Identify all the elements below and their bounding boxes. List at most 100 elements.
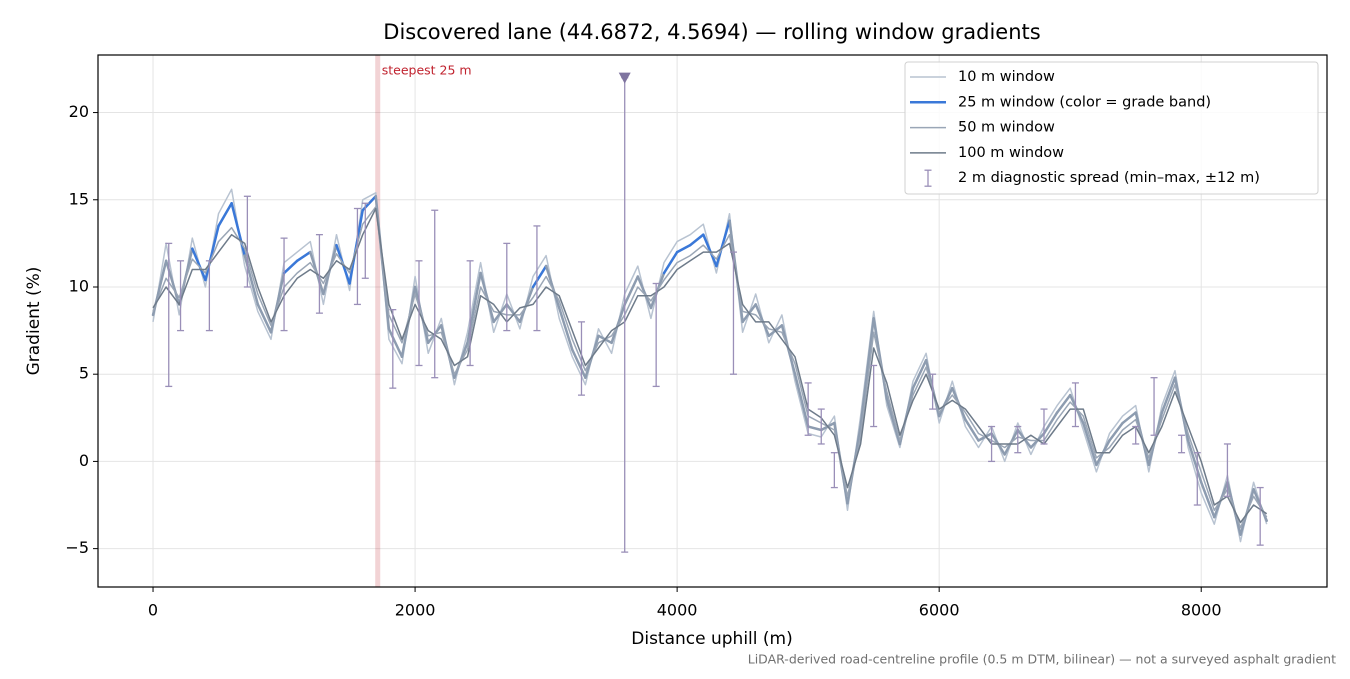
legend-label: 2 m diagnostic spread (min–max, ±12 m) [958,170,1260,186]
y-tick-label: 20 [69,102,89,121]
error-bar [389,309,397,389]
series-segment [688,233,705,247]
error-bar [431,209,439,379]
series-segment [191,247,207,282]
error-bar [1132,425,1140,445]
series-segment [806,425,823,432]
series-segment [295,250,312,263]
error-bar [353,207,361,306]
series-segment [1108,421,1124,442]
series-segment [1042,411,1059,435]
series-segment [505,303,522,324]
series-segment [217,202,233,228]
error-bar [315,234,323,314]
y-axis-label: Gradient (%) [24,267,44,376]
series-segment [964,418,980,442]
error-bar [1178,434,1186,454]
error-bar [870,364,878,428]
error-bar [1014,425,1022,454]
series-segment [518,285,535,324]
x-tick-label: 0 [148,601,158,620]
series-segment [1199,481,1216,519]
error-bar [466,260,474,367]
y-tick-label: 10 [69,276,89,295]
series-segment [282,259,299,275]
y-tick-label: −5 [65,538,89,557]
steepest-band [375,55,381,587]
series-segment [911,358,928,390]
error-bar [1223,443,1231,497]
clip-marker [618,72,631,84]
error-bar [1071,382,1079,428]
legend-box [904,61,1319,195]
x-tick-label: 6000 [919,601,960,620]
series-segment [571,348,587,379]
x-tick-label: 4000 [657,601,698,620]
legend: 10 m window 25 m window (color = grade ba… [904,61,1319,195]
series-segment [793,372,810,428]
series-segment [256,303,273,334]
series-segment [164,259,181,306]
legend-label: 100 m window [958,145,1064,161]
series-segment [636,275,653,310]
series-segment [702,233,718,268]
y-tick-label: 15 [69,189,89,208]
error-bar [1150,377,1158,436]
error-bar [503,242,511,332]
error-bar [177,260,185,332]
series-segment [557,306,574,352]
x-tick-label: 2000 [395,601,436,620]
error-bar [533,225,541,332]
error-bar [1256,486,1264,546]
series-segment [623,275,640,306]
footnote: LiDAR-derived road-centreline profile (0… [748,652,1336,667]
series-segment [715,219,731,268]
series-segment [387,327,404,359]
series-segment [859,317,875,428]
x-axis-label: Distance uphill (m) [631,629,792,649]
error-bar [165,242,173,388]
error-bar [988,425,996,463]
steepest-label: steepest 25 m [382,63,472,78]
series-segment [1082,421,1098,467]
series-segment [544,264,561,310]
y-tick-label: 5 [79,364,89,383]
series-segment [479,271,495,324]
series-segment [531,264,548,289]
series-segment [1121,411,1137,425]
series-segment [1186,439,1203,484]
error-bar [205,260,213,332]
error-bar [929,373,937,410]
series-segment [230,202,246,257]
error-bar [361,202,369,279]
series-segment [885,397,902,446]
error-bar [280,237,288,332]
series-segment [937,386,954,418]
error-bar [804,382,812,436]
series-segment [675,243,692,254]
series-segment [1055,393,1072,414]
error-bar [1193,452,1201,506]
series-segment [1160,376,1177,414]
error-bar [830,452,838,489]
legend-label: 50 m window [958,120,1055,136]
error-bar [817,408,825,445]
chart-title: Discovered lane (44.6872, 4.5694) — roll… [383,20,1040,44]
legend-label: 25 m window (color = grade band) [958,94,1211,110]
error-bar [729,251,737,375]
error-bar [577,321,585,396]
x-tick-label: 8000 [1181,601,1222,620]
series-segment [754,303,771,338]
legend-label: 10 m window [958,69,1055,85]
error-bar [1040,408,1048,445]
error-bar [243,195,251,288]
y-tick-label: 0 [79,451,89,470]
error-bar [652,282,660,388]
series-segment [204,224,220,282]
series-segment [662,250,679,275]
series-line [152,207,1268,524]
series-segment [453,341,469,379]
series-segment [269,271,286,334]
error-bar [415,260,423,367]
